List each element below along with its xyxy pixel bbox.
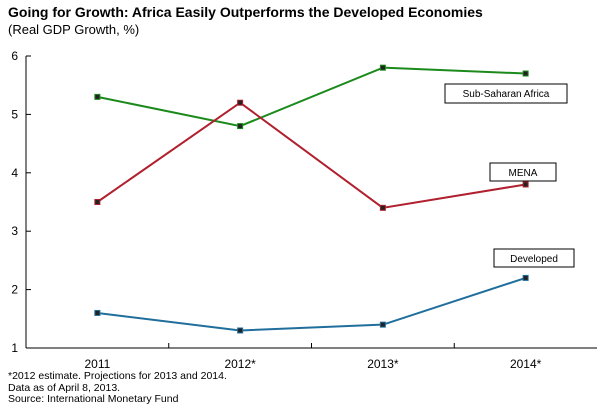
- note-estimate: *2012 estimate. Projections for 2013 and…: [8, 370, 227, 382]
- data-point-sub-saharan-africa: [237, 123, 244, 130]
- callout-mena: MENA: [489, 162, 557, 182]
- series-developed: [94, 274, 529, 334]
- callout-developed: Developed: [493, 248, 575, 268]
- x-tick-label: 2013*: [367, 357, 399, 371]
- series-line-mena: [96, 101, 526, 209]
- y-tick-label: 6: [11, 49, 18, 63]
- x-tick-label: 2012*: [224, 357, 256, 371]
- callout-label-sub-saharan-africa: Sub-Saharan Africa: [463, 89, 550, 100]
- callout-box: [444, 83, 568, 104]
- callout-label-developed: Developed: [510, 254, 558, 265]
- series-line-sub-saharan-africa: [97, 66, 526, 128]
- data-point-sub-saharan-africa: [94, 93, 101, 100]
- data-point-developed: [94, 309, 101, 316]
- chart-subtitle: (Real GDP Growth, %): [8, 22, 140, 37]
- callout-sub-saharan-africa: Sub-Saharan Africa: [444, 83, 568, 104]
- x-tick-label: 2014*: [510, 357, 542, 371]
- data-point-developed: [379, 321, 386, 328]
- callout-box: [489, 162, 557, 182]
- y-ticks: 1 2 3 4 5 6: [11, 49, 31, 355]
- y-tick-label: 4: [11, 166, 18, 180]
- x-tick-label: 2011: [84, 357, 110, 371]
- data-point-mena: [94, 199, 101, 205]
- data-point-sub-saharan-africa: [379, 64, 386, 71]
- series-lines: [94, 64, 529, 334]
- y-tick-label: 2: [11, 283, 18, 297]
- note-data-date: Data as of April 8, 2013.: [8, 381, 121, 394]
- y-axis: 1 2 3 4 5 6: [11, 49, 31, 355]
- series-line-developed: [97, 276, 526, 332]
- data-point-developed: [237, 327, 244, 334]
- series-sub-saharan-africa: [94, 64, 529, 130]
- data-point-mena: [237, 99, 244, 106]
- callout-box: [493, 248, 575, 268]
- data-point-sub-saharan-africa: [522, 70, 529, 77]
- data-point-mena: [379, 204, 386, 211]
- y-tick-label: 5: [11, 107, 18, 121]
- chart-title: Going for Growth: Africa Easily Outperfo…: [8, 4, 483, 20]
- x-ticks: 2011 2012* 2013* 2014*: [84, 343, 542, 371]
- chart-notes: *2012 estimate. Projections for 2013 and…: [8, 370, 227, 406]
- y-tick-label: 1: [11, 341, 18, 355]
- y-tick-label: 3: [11, 224, 18, 238]
- note-source: Source: International Monetary Fund: [8, 393, 179, 405]
- data-point-mena: [522, 181, 529, 188]
- data-point-developed: [522, 274, 529, 281]
- callout-label-mena: MENA: [509, 168, 538, 179]
- series-mena: [94, 99, 529, 211]
- x-axis: 2011 2012* 2013* 2014*: [26, 343, 597, 371]
